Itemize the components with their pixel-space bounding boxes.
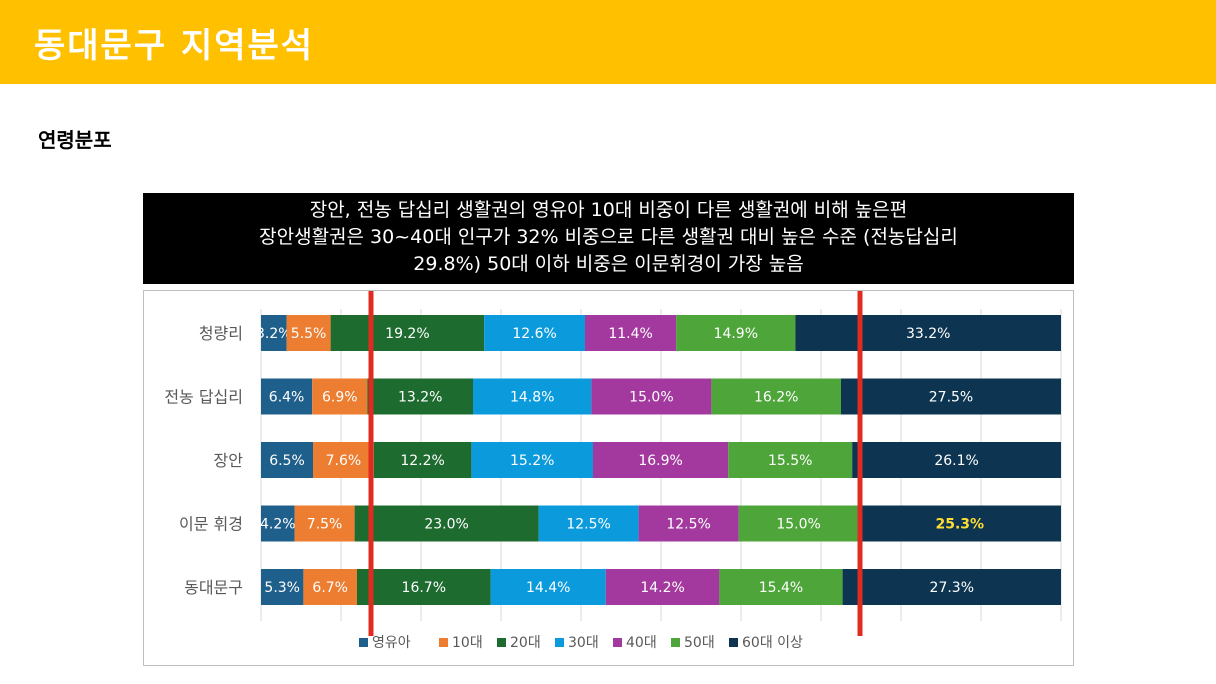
bar-segment [490,569,606,605]
legend-swatch [671,638,680,647]
legend-swatch [439,638,448,647]
legend-label: 40대 [626,635,657,651]
bar-segment [354,505,539,542]
data-label: 27.3% [930,580,974,596]
bar-segment [473,378,592,415]
data-label: 15.4% [759,580,803,596]
data-label: 16.9% [638,453,682,469]
data-label: 19.2% [385,326,429,342]
stacked-bar-chart: 청량리 3.2% 5.5% 19.2% 12.6% 11.4% 14.9% 33.2% 전농 답… [164,291,1062,651]
bar-segment [842,569,1061,605]
banner-line-1: 장안, 전농 답십리 생활권의 영유아 10대 비중이 다른 생활권에 비해 높… [309,199,908,221]
bar-segment [373,442,472,478]
bar-segment [294,505,355,542]
data-label: 7.6% [326,453,362,469]
bar-segment [313,442,374,478]
bar-segment [261,378,313,415]
data-label: 6.7% [312,580,348,596]
bar-segment [261,442,313,478]
data-label: 14.8% [510,390,554,406]
bar-segment [303,569,357,605]
category-label: 장안 [214,451,244,470]
bar-segment [261,315,287,351]
data-label: 7.5% [307,517,343,533]
data-label: 33.2% [906,326,950,342]
data-label: 12.5% [666,517,710,533]
title-bar: 동대문구 지역분석 [0,0,1216,84]
bar-segment [471,442,593,478]
bar-segment [795,315,1061,351]
bar-segment [638,505,739,542]
chart-figure: 장안, 전농 답십리 생활권의 영유아 10대 비중이 다른 생활권에 비해 높… [143,193,1074,666]
bar-segment [605,569,720,605]
category-label: 이문 휘경 [179,515,243,534]
category-label: 동대문구 [184,578,243,597]
bar-segment [312,378,368,415]
data-label: 15.5% [768,453,812,469]
legend-swatch [497,638,506,647]
bar-segment [719,569,843,605]
bar-segment [711,378,841,415]
legend-swatch [555,638,564,647]
bar-segment [591,378,712,415]
data-label: 5.3% [264,580,300,596]
data-label: 12.5% [566,517,610,533]
bar-segment [676,315,796,351]
bar-segment [484,315,585,351]
bar-segment [585,315,677,351]
data-label: 12.6% [512,326,556,342]
data-label: 4.2% [260,517,296,533]
legend-swatch [729,638,738,647]
data-label: 14.9% [714,326,758,342]
data-label: 14.4% [526,580,570,596]
bar-segment [728,442,853,478]
data-label: 3.2% [256,326,292,342]
bar-segment [286,315,331,351]
bar-segment [330,315,485,351]
section-title: 연령분포 [38,128,112,152]
legend-label: 영유아 [372,635,411,651]
data-label: 15.0% [629,390,673,406]
bar-segment [738,505,859,542]
bar-segment [841,378,1061,415]
bar-segment [261,505,295,542]
data-label: 26.1% [934,453,978,469]
banner-line-2: 장안생활권은 30~40대 인구가 32% 비중으로 다른 생활권 대비 높은 … [259,226,958,248]
data-label: 5.5% [291,326,327,342]
category-label: 청량리 [199,324,243,343]
bar-segment [367,378,473,415]
category-label: 전농 답십리 [164,388,243,407]
data-label: 15.2% [510,453,554,469]
legend-label: 20대 [510,635,541,651]
data-label: 16.7% [402,580,446,596]
data-label: 13.2% [398,390,442,406]
data-label: 16.2% [754,390,798,406]
data-label: 6.9% [322,390,358,406]
summary-banner: 장안, 전농 답십리 생활권의 영유아 10대 비중이 다른 생활권에 비해 높… [143,193,1074,284]
data-label: 27.5% [929,390,973,406]
bar-segment [593,442,729,478]
bar-segment [538,505,639,542]
banner-line-3: 29.8%) 50대 이하 비중은 이문휘경이 가장 높음 [413,253,804,275]
data-label: 25.3% [936,517,985,533]
data-label: 14.2% [640,580,684,596]
data-label: 6.4% [269,390,305,406]
chart-frame: 청량리 3.2% 5.5% 19.2% 12.6% 11.4% 14.9% 33.2% 전농 답… [143,290,1074,666]
data-label: 23.0% [424,517,468,533]
legend-label: 30대 [568,635,599,651]
legend-swatch [613,638,622,647]
legend-label: 10대 [452,635,483,651]
bar-segment [357,569,491,605]
data-label: 12.2% [400,453,444,469]
data-label: 15.0% [776,517,820,533]
bar-segment [852,442,1061,478]
legend-label: 60대 이상 [742,635,803,651]
legend-swatch [359,638,368,647]
page-title: 동대문구 지역분석 [34,26,315,66]
legend-label: 50대 [684,635,715,651]
bar-segment [261,569,304,605]
data-label: 6.5% [269,453,305,469]
bar-segment [858,505,1061,542]
data-label: 11.4% [608,326,652,342]
